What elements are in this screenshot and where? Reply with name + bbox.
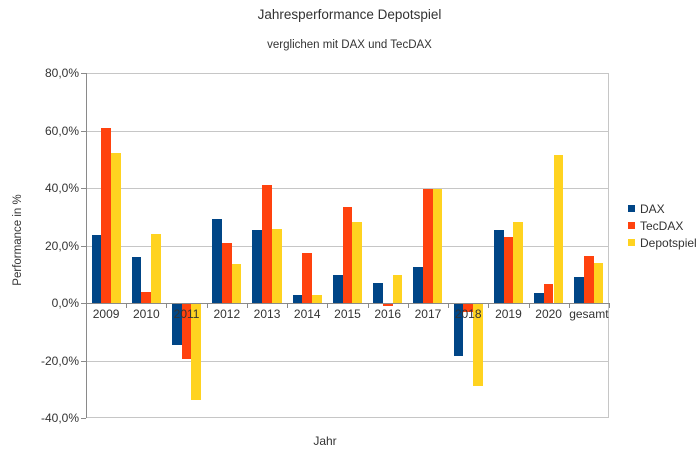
- y-tick-label: 0,0%: [51, 296, 79, 310]
- bar-dax-2012: [212, 219, 222, 303]
- x-tick-mark: [488, 303, 490, 308]
- x-tick-mark: [367, 303, 369, 308]
- y-tick-label: -40,0%: [40, 411, 79, 425]
- bar-tecdax-2011: [181, 303, 192, 360]
- x-tick-mark: [287, 303, 289, 308]
- legend: DAX TecDAX Depotspiel: [628, 200, 697, 251]
- bar-dax-2014: [292, 295, 303, 303]
- legend-item-depotspiel: Depotspiel: [628, 234, 697, 251]
- x-tick-mark: [568, 303, 570, 308]
- bar-depotspiel-2017: [432, 188, 443, 303]
- y-tick-mark: [81, 188, 86, 189]
- x-tick-mark: [86, 303, 87, 308]
- bar-tecdax-2014: [302, 252, 313, 303]
- bar-tecdax-2015: [342, 206, 353, 303]
- chart-title: Jahresperformance Depotspiel: [257, 7, 442, 22]
- bar-dax-2017: [413, 267, 424, 303]
- bar-tecdax-2019: [503, 236, 514, 303]
- bar-dax-2009: [91, 234, 102, 303]
- y-tick-label: 60,0%: [44, 123, 79, 138]
- x-tick-mark: [448, 303, 450, 308]
- legend-label: Depotspiel: [640, 235, 697, 250]
- x-tick-mark: [166, 303, 168, 308]
- legend-label: DAX: [640, 201, 665, 216]
- bar-depotspiel-2013: [271, 229, 282, 303]
- x-tick-label: 2018: [454, 307, 482, 321]
- bar-dax-gesamt: [574, 277, 585, 303]
- y-tick-mark: [81, 245, 86, 247]
- y-tick-mark: [81, 73, 86, 74]
- x-tick-mark: [528, 303, 530, 308]
- x-axis-line: [86, 303, 609, 304]
- x-tick-label: 2017: [414, 307, 442, 321]
- bar-tecdax-2020: [543, 284, 554, 303]
- y-tick-mark: [81, 418, 86, 419]
- x-tick-mark: [206, 303, 208, 308]
- x-tick-mark: [126, 303, 128, 308]
- x-tick-label: 2014: [293, 307, 321, 321]
- bar-tecdax-gesamt: [584, 256, 594, 303]
- y-tick-mark: [81, 130, 86, 132]
- x-tick-label: 2011: [173, 307, 200, 321]
- bar-tecdax-2012: [221, 242, 232, 303]
- y-tick-mark: [81, 303, 86, 304]
- bar-tecdax-2017: [423, 189, 433, 303]
- bar-depotspiel-2016: [392, 274, 403, 303]
- bar-tecdax-2016: [382, 303, 393, 306]
- bar-depotspiel-2011: [191, 303, 202, 400]
- bar-tecdax-2018: [463, 303, 474, 312]
- legend-swatch-icon: [628, 239, 635, 246]
- x-tick-mark: [327, 303, 329, 308]
- legend-swatch-icon: [628, 222, 635, 229]
- legend-swatch-icon: [628, 205, 635, 212]
- x-tick-label: gesamt: [569, 307, 609, 321]
- gridline: [86, 130, 609, 132]
- bar-dax-2020: [534, 292, 544, 303]
- x-tick-label: 2010: [132, 307, 160, 321]
- y-tick-label: 40,0%: [44, 181, 79, 195]
- x-tick-mark: [246, 303, 248, 308]
- chart-subtitle: verglichen mit DAX und TecDAX: [267, 39, 432, 51]
- x-tick-label: 2019: [495, 307, 522, 321]
- x-tick-label: 2009: [92, 307, 120, 321]
- bar-tecdax-2013: [262, 185, 272, 303]
- y-tick-label: -20,0%: [40, 353, 79, 368]
- bar-tecdax-2009: [101, 128, 111, 303]
- x-tick-label: 2015: [334, 307, 361, 321]
- bar-depotspiel-2009: [110, 152, 121, 303]
- x-tick-label: 2012: [213, 307, 241, 321]
- bar-depotspiel-2018: [473, 303, 483, 387]
- y-tick-label: 80,0%: [44, 66, 79, 80]
- bar-depotspiel-2020: [553, 155, 564, 303]
- bar-depotspiel-gesamt: [593, 262, 604, 303]
- x-axis-title: Jahr: [313, 434, 337, 448]
- bar-dax-2013: [252, 229, 263, 303]
- bar-dax-2015: [332, 275, 343, 303]
- bar-depotspiel-2015: [352, 221, 363, 303]
- bar-dax-2011: [172, 303, 182, 346]
- legend-item-tecdax: TecDAX: [628, 217, 697, 234]
- bar-tecdax-2010: [141, 291, 152, 303]
- bar-depotspiel-2019: [513, 221, 523, 303]
- gridline: [86, 360, 609, 362]
- gridline: [86, 188, 609, 189]
- bar-depotspiel-2010: [151, 234, 161, 303]
- y-axis-line: [86, 73, 87, 418]
- x-tick-label: 2020: [535, 307, 562, 321]
- legend-label: TecDAX: [640, 218, 684, 233]
- x-tick-mark: [609, 303, 610, 308]
- bar-depotspiel-2012: [231, 263, 242, 303]
- bar-dax-2010: [131, 256, 142, 303]
- x-tick-label: 2013: [253, 307, 281, 321]
- x-tick-label: 2016: [374, 307, 402, 321]
- bar-depotspiel-2014: [312, 294, 322, 303]
- bar-dax-2016: [373, 283, 383, 303]
- y-tick-mark: [81, 360, 86, 362]
- y-tick-label: 20,0%: [44, 238, 79, 253]
- x-tick-mark: [407, 303, 409, 308]
- legend-item-dax: DAX: [628, 200, 697, 217]
- bar-dax-2019: [493, 229, 504, 303]
- bar-dax-2018: [453, 303, 464, 356]
